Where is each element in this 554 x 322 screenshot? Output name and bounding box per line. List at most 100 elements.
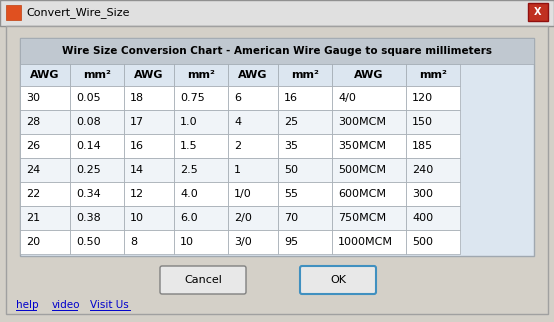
- FancyBboxPatch shape: [174, 230, 228, 254]
- Text: 26: 26: [26, 141, 40, 151]
- FancyBboxPatch shape: [300, 266, 376, 294]
- FancyBboxPatch shape: [278, 230, 332, 254]
- Text: 55: 55: [284, 189, 298, 199]
- FancyBboxPatch shape: [228, 86, 278, 110]
- FancyBboxPatch shape: [332, 182, 406, 206]
- Text: 24: 24: [26, 165, 40, 175]
- Text: 70: 70: [284, 213, 298, 223]
- FancyBboxPatch shape: [278, 110, 332, 134]
- Text: 600MCM: 600MCM: [338, 189, 386, 199]
- FancyBboxPatch shape: [70, 230, 124, 254]
- FancyBboxPatch shape: [20, 182, 70, 206]
- FancyBboxPatch shape: [332, 230, 406, 254]
- FancyBboxPatch shape: [20, 38, 534, 256]
- Text: 4/0: 4/0: [338, 93, 356, 103]
- FancyBboxPatch shape: [20, 86, 70, 110]
- FancyBboxPatch shape: [124, 110, 174, 134]
- FancyBboxPatch shape: [228, 110, 278, 134]
- Text: 8: 8: [130, 237, 137, 247]
- FancyBboxPatch shape: [124, 158, 174, 182]
- Text: 350MCM: 350MCM: [338, 141, 386, 151]
- Text: AWG: AWG: [134, 70, 164, 80]
- Text: 1.0: 1.0: [180, 117, 198, 127]
- Text: help: help: [16, 300, 39, 310]
- Text: 25: 25: [284, 117, 298, 127]
- FancyBboxPatch shape: [70, 158, 124, 182]
- FancyBboxPatch shape: [228, 206, 278, 230]
- Text: 0.34: 0.34: [76, 189, 101, 199]
- FancyBboxPatch shape: [6, 26, 548, 314]
- Text: 1: 1: [234, 165, 241, 175]
- FancyBboxPatch shape: [0, 0, 554, 26]
- FancyBboxPatch shape: [332, 110, 406, 134]
- Text: 10: 10: [180, 237, 194, 247]
- Text: AWG: AWG: [354, 70, 384, 80]
- FancyBboxPatch shape: [20, 158, 70, 182]
- FancyBboxPatch shape: [278, 86, 332, 110]
- Text: 0.25: 0.25: [76, 165, 101, 175]
- FancyBboxPatch shape: [406, 64, 460, 86]
- FancyBboxPatch shape: [332, 134, 406, 158]
- FancyBboxPatch shape: [228, 230, 278, 254]
- Text: 750MCM: 750MCM: [338, 213, 386, 223]
- FancyBboxPatch shape: [332, 158, 406, 182]
- FancyBboxPatch shape: [124, 134, 174, 158]
- Text: 16: 16: [130, 141, 144, 151]
- Text: 6: 6: [234, 93, 241, 103]
- FancyBboxPatch shape: [332, 64, 406, 86]
- Text: 240: 240: [412, 165, 433, 175]
- FancyBboxPatch shape: [278, 134, 332, 158]
- Text: X: X: [534, 7, 542, 17]
- Text: 185: 185: [412, 141, 433, 151]
- Text: 14: 14: [130, 165, 144, 175]
- Text: 18: 18: [130, 93, 144, 103]
- Text: 0.75: 0.75: [180, 93, 205, 103]
- Text: Cancel: Cancel: [184, 275, 222, 285]
- Text: video: video: [52, 300, 80, 310]
- FancyBboxPatch shape: [406, 158, 460, 182]
- Text: 500MCM: 500MCM: [338, 165, 386, 175]
- FancyBboxPatch shape: [20, 64, 70, 86]
- Text: 300MCM: 300MCM: [338, 117, 386, 127]
- Text: 4.0: 4.0: [180, 189, 198, 199]
- FancyBboxPatch shape: [124, 86, 174, 110]
- FancyBboxPatch shape: [124, 64, 174, 86]
- FancyBboxPatch shape: [174, 206, 228, 230]
- FancyBboxPatch shape: [20, 38, 534, 64]
- FancyBboxPatch shape: [174, 182, 228, 206]
- FancyBboxPatch shape: [332, 206, 406, 230]
- Text: 150: 150: [412, 117, 433, 127]
- Text: 6.0: 6.0: [180, 213, 198, 223]
- FancyBboxPatch shape: [406, 206, 460, 230]
- FancyBboxPatch shape: [70, 134, 124, 158]
- FancyBboxPatch shape: [332, 86, 406, 110]
- Text: 16: 16: [284, 93, 298, 103]
- FancyBboxPatch shape: [406, 134, 460, 158]
- Text: 30: 30: [26, 93, 40, 103]
- Text: 35: 35: [284, 141, 298, 151]
- Text: 17: 17: [130, 117, 144, 127]
- Text: 0.50: 0.50: [76, 237, 101, 247]
- FancyBboxPatch shape: [20, 110, 70, 134]
- FancyBboxPatch shape: [70, 110, 124, 134]
- Text: 2.5: 2.5: [180, 165, 198, 175]
- FancyBboxPatch shape: [228, 134, 278, 158]
- Text: 21: 21: [26, 213, 40, 223]
- Text: 0.14: 0.14: [76, 141, 101, 151]
- FancyBboxPatch shape: [406, 86, 460, 110]
- Text: 4: 4: [234, 117, 241, 127]
- FancyBboxPatch shape: [124, 182, 174, 206]
- FancyBboxPatch shape: [406, 182, 460, 206]
- Text: 1/0: 1/0: [234, 189, 252, 199]
- Text: 120: 120: [412, 93, 433, 103]
- FancyBboxPatch shape: [406, 230, 460, 254]
- FancyBboxPatch shape: [124, 206, 174, 230]
- FancyBboxPatch shape: [228, 182, 278, 206]
- FancyBboxPatch shape: [278, 206, 332, 230]
- FancyBboxPatch shape: [174, 110, 228, 134]
- FancyBboxPatch shape: [124, 230, 174, 254]
- Text: Visit Us: Visit Us: [90, 300, 129, 310]
- Text: 300: 300: [412, 189, 433, 199]
- Text: mm²: mm²: [187, 70, 215, 80]
- Text: Wire Size Conversion Chart - American Wire Gauge to square millimeters: Wire Size Conversion Chart - American Wi…: [62, 46, 492, 56]
